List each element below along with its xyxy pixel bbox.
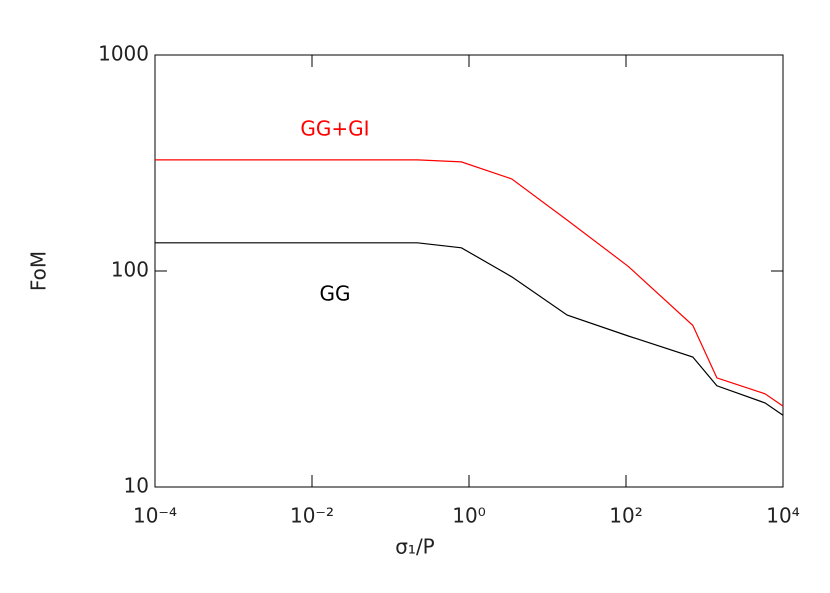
series-line (155, 159, 784, 407)
series-label: GG (320, 281, 351, 305)
y-tick-label: 1000 (98, 42, 149, 66)
x-axis-label: σ₁/P (395, 535, 435, 559)
x-tick-label: 10² (609, 504, 642, 528)
x-tick-label: 10⁰ (452, 504, 485, 528)
plot-frame (154, 54, 784, 488)
y-tick-label: 100 (111, 258, 149, 282)
y-axis-label: FoM (27, 251, 51, 291)
y-tick-label: 10 (124, 474, 149, 498)
x-tick-label: 10⁴ (766, 504, 799, 528)
series-label: GG+GI (300, 116, 369, 140)
x-tick-label: 10⁻⁴ (133, 504, 177, 528)
series-line (155, 242, 784, 416)
x-tick-label: 10⁻² (290, 504, 334, 528)
